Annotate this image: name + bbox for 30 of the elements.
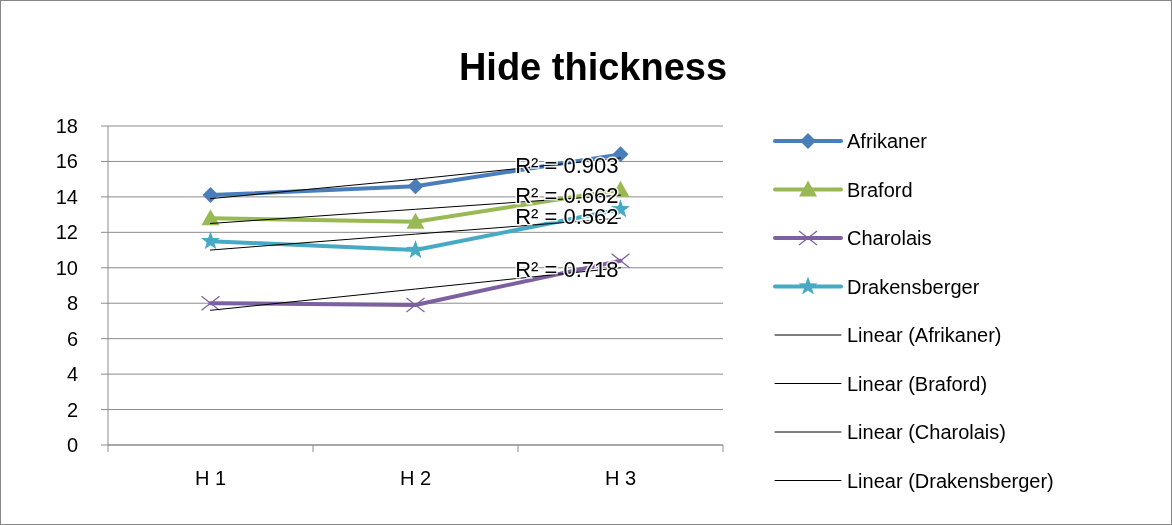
y-tick-label: 10 [55,256,78,279]
point [407,178,424,195]
y-tick-label: 0 [66,434,78,456]
legend-label: Linear (Braford) [847,372,988,395]
legend-label: Linear (Afrikaner) [847,324,1002,346]
y-tick-label: 4 [66,363,78,386]
point [200,295,221,311]
x-tick-label: H 2 [399,467,432,489]
y-tick-label: 12 [55,221,78,244]
point [201,209,220,226]
legend-label: Afrikaner [847,130,928,152]
legend-label: Braford [847,178,913,201]
x-tick-label: H 3 [604,467,637,489]
y-tick-label: 2 [66,398,78,421]
legend-label: Linear (Charolais) [847,421,1006,443]
x-tick-label: H 1 [194,467,227,489]
point [405,297,426,313]
legend-label: Charolais [847,227,932,249]
point [202,187,219,204]
legend-label: Drakensberger [847,275,980,298]
y-tick-label: 16 [55,150,78,173]
y-tick-label: 14 [55,185,78,208]
point [200,231,221,250]
y-tick-label: 8 [66,292,78,315]
y-tick-label: 6 [66,327,78,350]
chart-title: Hide thickness [458,46,728,88]
y-tick-label: 18 [55,115,78,137]
point [405,240,426,259]
legend-label: Linear (Drakensberger) [847,469,1054,492]
point [406,212,425,229]
